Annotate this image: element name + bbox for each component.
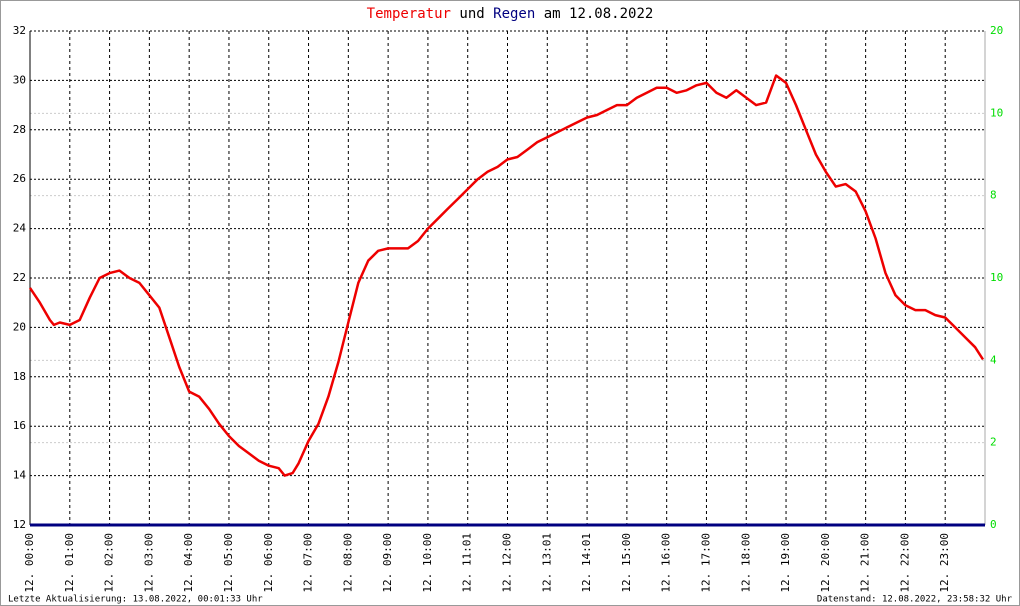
x-tick-label: 12. 15:00 bbox=[620, 533, 633, 593]
y2-tick-label: 8 bbox=[990, 189, 997, 202]
x-tick-label: 12. 17:00 bbox=[699, 533, 712, 593]
y-tick-label: 22 bbox=[13, 271, 26, 284]
y-tick-label: 20 bbox=[13, 320, 26, 333]
x-tick-label: 12. 00:00 bbox=[23, 533, 36, 593]
x-tick-label: 12. 09:00 bbox=[381, 533, 394, 593]
x-tick-label: 12. 06:00 bbox=[262, 533, 275, 593]
x-tick-label: 12. 14:01 bbox=[580, 533, 593, 593]
y2-tick-label: 2 bbox=[990, 436, 997, 449]
x-tick-label: 12. 16:00 bbox=[660, 533, 673, 593]
x-tick-label: 12. 18:00 bbox=[739, 533, 752, 593]
x-tick-label: 12. 04:00 bbox=[182, 533, 195, 593]
y-tick-label: 32 bbox=[13, 24, 26, 37]
x-tick-label: 12. 01:00 bbox=[63, 533, 76, 593]
x-tick-label: 12. 07:00 bbox=[302, 533, 315, 593]
y2-tick-label: 0 bbox=[990, 518, 997, 531]
x-tick-label: 12. 08:00 bbox=[341, 533, 354, 593]
x-tick-label: 12. 13:01 bbox=[540, 533, 553, 593]
y2-tick-label: 10 bbox=[990, 271, 1003, 284]
y2-tick-label: 20 bbox=[990, 24, 1003, 37]
title-temperature: Temperatur bbox=[367, 6, 451, 22]
y-tick-label: 26 bbox=[13, 172, 26, 185]
x-tick-label: 12. 21:00 bbox=[859, 533, 872, 593]
footer-right: Datenstand: 12.08.2022, 23:58:32 Uhr bbox=[817, 595, 1013, 605]
y-tick-label: 12 bbox=[13, 518, 26, 531]
x-tick-label: 12. 23:00 bbox=[938, 533, 951, 593]
x-tick-label: 12. 12:00 bbox=[501, 533, 514, 593]
y-tick-label: 16 bbox=[13, 419, 26, 432]
y-tick-label: 30 bbox=[13, 73, 26, 86]
y-tick-label: 28 bbox=[13, 123, 26, 136]
x-tick-label: 12. 02:00 bbox=[103, 533, 116, 593]
title-connector: und bbox=[459, 6, 484, 22]
y-tick-label: 24 bbox=[13, 222, 27, 235]
x-tick-label: 12. 11:01 bbox=[461, 533, 474, 593]
y2-tick-label: 4 bbox=[990, 353, 997, 366]
title-rain: Regen bbox=[493, 6, 535, 22]
x-tick-label: 12. 20:00 bbox=[819, 533, 832, 593]
x-tick-label: 12. 10:00 bbox=[421, 533, 434, 593]
x-tick-label: 12. 22:00 bbox=[898, 533, 911, 593]
x-tick-label: 12. 03:00 bbox=[142, 533, 155, 593]
x-tick-label: 12. 19:00 bbox=[779, 533, 792, 593]
y2-tick-label: 10 bbox=[990, 106, 1003, 119]
x-tick-label: 12. 05:00 bbox=[222, 533, 235, 593]
chart-title: Temperatur und Regen am 12.08.2022 bbox=[367, 6, 654, 22]
temperature-line bbox=[28, 74, 985, 477]
y-tick-label: 18 bbox=[13, 370, 26, 383]
title-date: am 12.08.2022 bbox=[544, 6, 654, 22]
y-tick-label: 14 bbox=[13, 469, 27, 482]
footer-left: Letzte Aktualisierung: 13.08.2022, 00:01… bbox=[8, 595, 263, 605]
